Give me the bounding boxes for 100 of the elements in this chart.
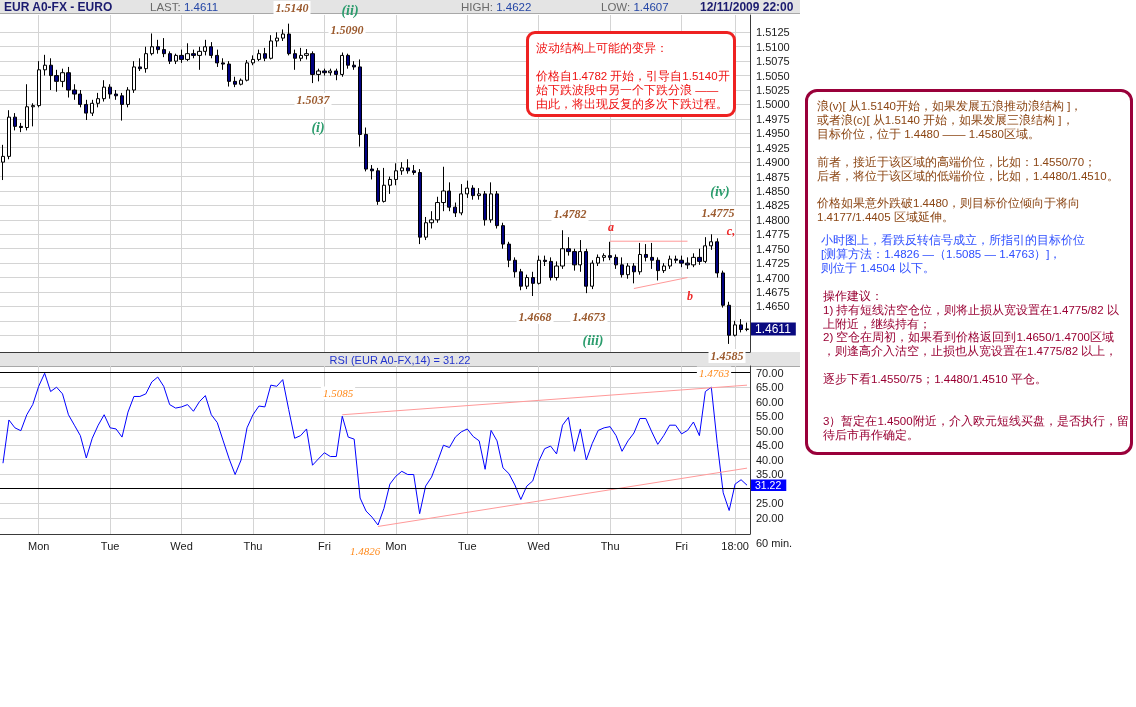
candlestick <box>626 262 630 280</box>
annotation: c, <box>726 224 736 238</box>
candlestick <box>715 237 719 279</box>
annotation: 1.5090 <box>330 23 364 37</box>
candlestick <box>144 46 148 74</box>
candlestick <box>477 187 481 201</box>
candlestick <box>745 322 749 332</box>
candlestick <box>614 253 618 270</box>
candlestick <box>602 252 606 262</box>
candlestick <box>7 109 11 160</box>
y-tick-label: 1.4850 <box>756 185 790 197</box>
text: LOW: 1.4607 <box>601 1 669 13</box>
chart-title: EUR A0-FX - EURO <box>4 0 113 14</box>
candlestick <box>376 167 380 206</box>
y-tick-label: 1.4700 <box>756 271 790 284</box>
x-tick-label: Mon <box>27 539 50 552</box>
y-tick-label: 60.00 <box>756 395 784 408</box>
annotation: b <box>687 289 693 303</box>
candlestick <box>608 241 612 261</box>
y-tick-label: 35.00 <box>756 468 784 481</box>
x-tick-label: Thu <box>243 539 263 552</box>
candlestick <box>727 301 731 345</box>
candlestick <box>531 271 535 297</box>
candlestick <box>251 54 255 66</box>
candlestick <box>138 57 142 72</box>
candlestick <box>590 259 594 290</box>
y-tick-label: 1.5100 <box>756 40 790 53</box>
annotation: (i) <box>311 119 325 136</box>
text-box: 浪(v)[ 从1.5140开始，如果发展五浪推动浪结构 ]，或者浪(c)[ 从1.5140 开始，如果发展三浪结构 ]，目标价位，位于 1.4480 —— 1.4580区域。 前者，接近于该区域的高端价位，比如：1.4550/70；后者，将位于该区域的低端价位，比如，1.4480/1.4510。 价格如果意外跌破1.4480，则目标价位倾向于将向1.4177/1.4405 区域延伸。 小时图上，看跌反转信号成立，所指引的目标价位[测算方法：1.4826 —（1.5085 — 1.4763）]，则位于 1.4504 以下。 操作建议： 1) 持有短线沽空仓位，则将止损从宽设置在1.4775/82 以上附近，继续持有； 2) 空仓在周初，如果看到价格返回到1.4650/1.4700区域，则逢高介入沽空，止损也从宽设置在1.4775/82 以上， 逐步下看1.4550/75；1.4480/1.4510 平仓。 3）暂定在1.4500附近，介入欧元短线买盘，是否执行，留待后市再作确定。 <box>805 89 1133 455</box>
y-tick-label: 1.4950 <box>756 127 790 140</box>
candlestick <box>733 320 737 337</box>
annotation: 1.4763 <box>698 367 730 379</box>
candlestick <box>543 255 547 267</box>
annotation: (iii) <box>582 332 604 349</box>
candlestick <box>114 89 118 101</box>
x-tick-label: Wed <box>527 539 550 552</box>
candlestick <box>168 50 172 65</box>
annotation: 1.5037 <box>296 93 331 107</box>
candlestick <box>418 168 422 245</box>
text: HIGH: 1.4622 <box>461 1 532 13</box>
candlestick <box>334 68 338 81</box>
candlestick <box>495 190 499 230</box>
candlestick <box>245 59 249 82</box>
y-tick-label: 1.5000 <box>756 98 790 111</box>
candlestick <box>412 164 416 176</box>
candlestick <box>394 162 398 186</box>
y-tick-label: 1.4975 <box>756 112 790 125</box>
candlestick <box>281 28 285 42</box>
candlestick <box>382 167 386 204</box>
candlestick <box>644 243 648 262</box>
x-tick-label: Fri <box>317 539 331 552</box>
x-tick-label: Tue <box>457 539 477 552</box>
annotation: 1.5085 <box>322 387 354 399</box>
y-tick-label: 1.5050 <box>756 69 790 82</box>
candlestick <box>293 49 297 71</box>
candlestick <box>656 256 660 281</box>
candlestick <box>221 57 225 71</box>
y-tick-label: 1.4800 <box>756 213 790 226</box>
y-tick-label: 1.4925 <box>756 141 790 154</box>
candlestick <box>31 102 35 127</box>
y-tick-label: 1.4725 <box>756 257 790 270</box>
candlestick <box>489 181 493 224</box>
x-tick-label: 18:00 <box>721 539 749 552</box>
annotation: 波动结构上可能的变异： <box>536 42 669 56</box>
text: 12/11/2009 22:00 <box>700 0 794 14</box>
candlestick <box>650 242 654 270</box>
candlestick <box>400 161 404 176</box>
candlestick <box>209 41 213 59</box>
candlestick <box>215 49 219 68</box>
candlestick <box>162 37 166 58</box>
candlestick <box>233 76 237 88</box>
candlestick <box>43 54 47 77</box>
chart-title: RSI (EUR A0-FX,14) = 31.22 <box>329 353 471 366</box>
candlestick <box>346 53 350 70</box>
candlestick <box>721 270 725 309</box>
candlestick <box>25 83 29 131</box>
candlestick <box>471 184 475 201</box>
y-tick-label: 70.00 <box>756 366 784 379</box>
x-tick-label: Fri <box>675 539 688 552</box>
annotation: 1.4782 <box>553 207 587 221</box>
candlestick <box>19 122 23 133</box>
y-tick-label: 1.4675 <box>756 285 790 298</box>
text: 1.5140 <box>275 1 309 15</box>
y-tick-label: 1.5125 <box>756 26 790 39</box>
candlestick <box>632 262 636 284</box>
y-tick-label: 1.4875 <box>756 170 790 183</box>
annotation: 1.4775 <box>701 206 735 220</box>
x-tick-label: Thu <box>600 539 620 552</box>
y-tick-label: 40.00 <box>756 453 784 466</box>
candlestick <box>132 60 136 94</box>
candlestick <box>525 274 529 290</box>
candlestick <box>13 112 17 131</box>
candlestick <box>453 202 457 218</box>
candlestick <box>269 34 273 60</box>
y-tick-label: 1.4750 <box>756 242 790 255</box>
candlestick <box>150 32 154 56</box>
candlestick <box>620 256 624 279</box>
candlestick <box>537 255 541 285</box>
candlestick <box>84 99 88 121</box>
candlestick <box>459 183 463 216</box>
